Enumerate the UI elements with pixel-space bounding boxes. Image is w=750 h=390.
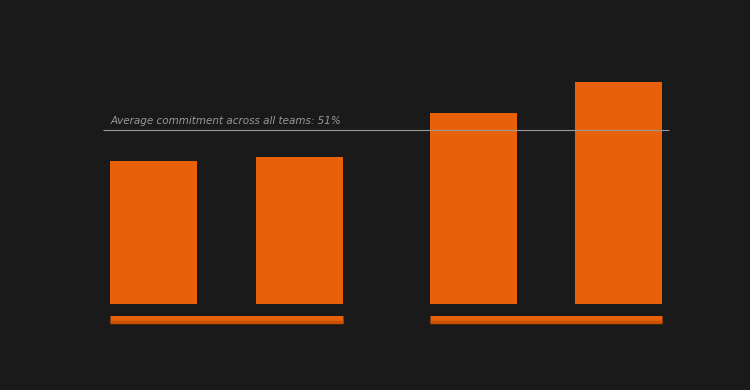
Bar — [430, 113, 517, 304]
Bar — [575, 82, 662, 304]
Text: Average commitment across all teams: 51%: Average commitment across all teams: 51% — [110, 116, 341, 126]
Bar — [110, 161, 197, 304]
Bar — [256, 158, 343, 304]
